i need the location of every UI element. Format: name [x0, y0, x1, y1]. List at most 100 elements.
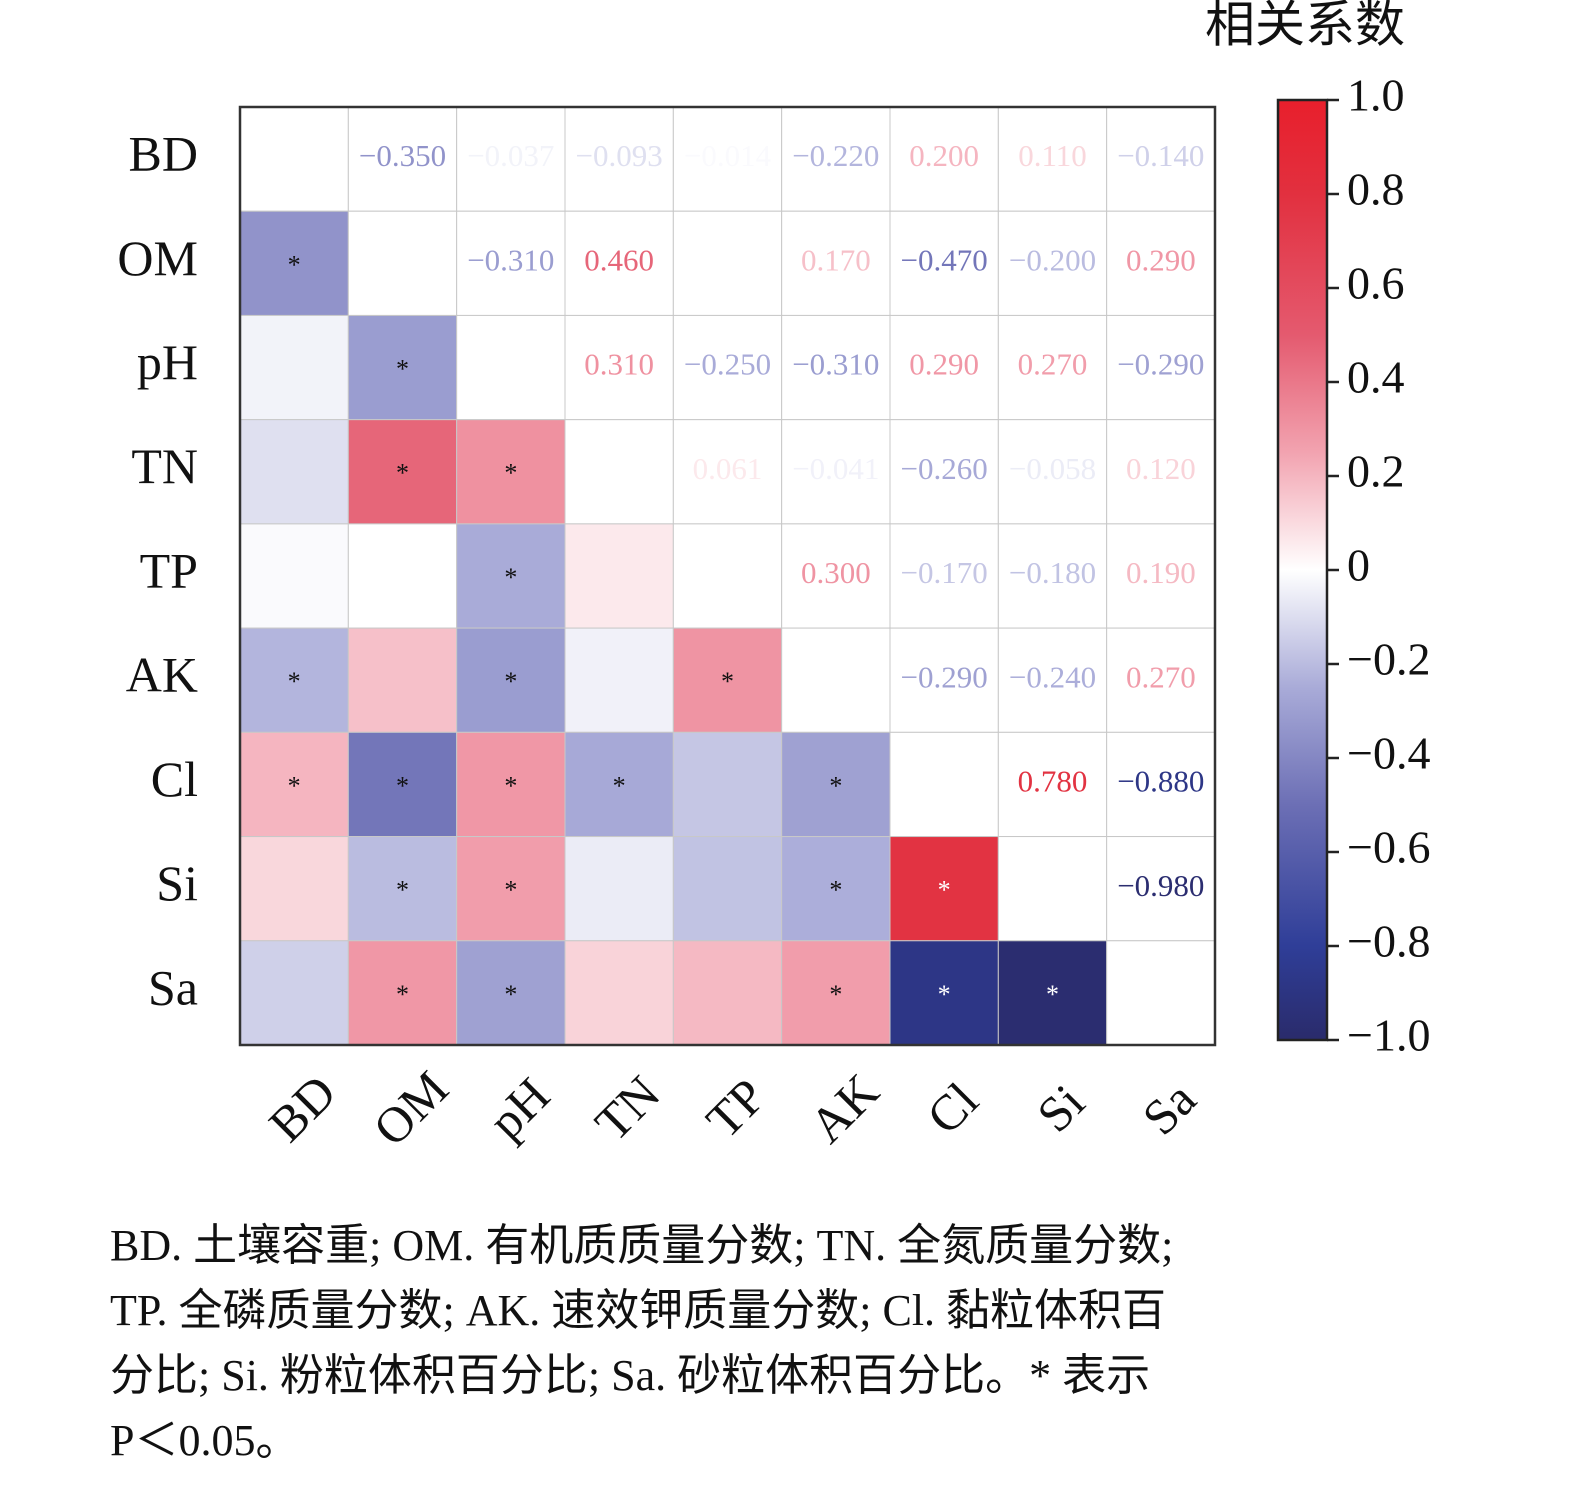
y-tick-label: BD [129, 126, 198, 182]
colorbar-tick-label: −0.4 [1347, 728, 1430, 779]
value-label: 0.061 [693, 451, 763, 486]
heatmap-cell [239, 419, 349, 525]
heatmap-cell [564, 940, 674, 1046]
significance-marker: * [504, 771, 517, 800]
heatmap-cell [564, 836, 674, 942]
significance-marker: * [288, 771, 301, 800]
colorbar [1276, 98, 1329, 1042]
colorbar-tick-label: −0.6 [1347, 822, 1430, 873]
value-label: 0.290 [909, 347, 979, 382]
heatmap-cell [997, 627, 1108, 733]
colorbar-tick-label: −0.2 [1347, 634, 1430, 685]
heatmap-cell [239, 627, 349, 733]
heatmap-cell [239, 940, 349, 1046]
significance-marker: * [829, 980, 842, 1009]
x-tick-label: TN [584, 1065, 671, 1152]
caption-line: BD. 土壤容重; OM. 有机质质量分数; TN. 全氮质量分数; [110, 1221, 1173, 1270]
value-label: 0.190 [1126, 555, 1196, 590]
heatmap-cell [347, 106, 458, 212]
x-tick-label: AK [799, 1063, 890, 1154]
significance-marker: * [1046, 980, 1059, 1009]
significance-marker: * [396, 771, 409, 800]
heatmap-cell [781, 106, 891, 212]
value-label: −0.980 [1117, 868, 1204, 903]
heatmap-cell [1106, 940, 1216, 1046]
heatmap-cell [347, 523, 458, 629]
significance-marker: * [396, 355, 409, 384]
significance-marker: * [396, 876, 409, 905]
heatmap-cell [997, 731, 1108, 838]
value-label: 0.200 [909, 138, 979, 173]
value-label: −0.350 [359, 138, 446, 173]
heatmap-cell [347, 731, 458, 838]
heatmap-cell [1106, 210, 1216, 316]
caption-line: 分比; Si. 粉粒体积百分比; Sa. 砂粒体积百分比。* 表示 [110, 1351, 1150, 1400]
x-tick-label: Cl [916, 1072, 989, 1145]
heatmap-cell [889, 940, 999, 1046]
heatmap-cell [347, 210, 458, 316]
value-label: 0.300 [801, 555, 871, 590]
heatmap-cell [672, 731, 783, 838]
x-tick-label: BD [258, 1064, 347, 1153]
colorbar-tick-label: −1.0 [1347, 1010, 1430, 1061]
colorbar-tick-label: 0 [1347, 540, 1370, 591]
heatmap-cell [672, 419, 783, 525]
heatmap-cell [997, 419, 1108, 525]
x-tick-label: Sa [1131, 1071, 1206, 1146]
plot-frame [238, 105, 1217, 1047]
y-tick-label: Cl [151, 751, 198, 807]
value-label: −0.250 [684, 347, 771, 382]
value-label: 0.310 [584, 347, 654, 382]
heatmap-cell [889, 627, 999, 733]
heatmap-cell [997, 210, 1108, 316]
heatmap-cell [564, 523, 674, 629]
heatmap-cell [781, 210, 891, 316]
y-tick-label: Si [156, 855, 198, 911]
value-label: −0.310 [467, 242, 554, 277]
value-label: −0.290 [1117, 347, 1204, 382]
value-label: 0.270 [1126, 659, 1196, 694]
heatmap-cell [456, 731, 566, 838]
value-label: −0.220 [792, 138, 879, 173]
heatmap-cell [889, 314, 999, 421]
value-label: −0.470 [901, 242, 988, 277]
significance-marker: * [396, 980, 409, 1009]
heatmap-cell [672, 627, 783, 733]
heatmap-cell [347, 419, 458, 525]
significance-marker: * [504, 667, 517, 696]
value-label: 0.270 [1018, 347, 1088, 382]
heatmap-cell [889, 210, 999, 316]
heatmap-cell [239, 314, 349, 421]
colorbar-tick-label: 0.4 [1347, 352, 1405, 403]
heatmap-cell [781, 731, 891, 838]
heatmap-cell [672, 836, 783, 942]
caption-line: P＜0.05。 [110, 1416, 299, 1465]
heatmap-cell [672, 210, 783, 316]
significance-marker: * [938, 876, 951, 905]
value-label: 0.120 [1126, 451, 1196, 486]
heatmap-cell [456, 627, 566, 733]
significance-marker: * [288, 667, 301, 696]
value-label: −0.240 [1009, 659, 1096, 694]
significance-marker: * [613, 771, 626, 800]
heatmap-cell [564, 419, 674, 525]
y-tick-label: Sa [148, 959, 198, 1015]
value-label: −0.058 [1009, 451, 1096, 486]
heatmap-cell [781, 940, 891, 1046]
heatmap-cell [347, 836, 458, 942]
heatmap-cell [1106, 106, 1216, 212]
significance-marker: * [504, 459, 517, 488]
value-label: 0.780 [1018, 764, 1088, 799]
significance-marker: * [504, 876, 517, 905]
heatmap-cell [239, 523, 349, 629]
value-label: −0.260 [901, 451, 988, 486]
y-tick-label: AK [126, 647, 198, 703]
y-tick-label: OM [117, 230, 198, 286]
heatmap-cell [997, 314, 1108, 421]
heatmap-cell [239, 836, 349, 942]
value-label: −0.180 [1009, 555, 1096, 590]
caption-line: TP. 全磷质量分数; AK. 速效钾质量分数; Cl. 黏粒体积百 [110, 1286, 1166, 1335]
heatmap-cell [889, 419, 999, 525]
y-tick-label: TP [140, 542, 198, 598]
y-tick-label: pH [137, 334, 198, 390]
